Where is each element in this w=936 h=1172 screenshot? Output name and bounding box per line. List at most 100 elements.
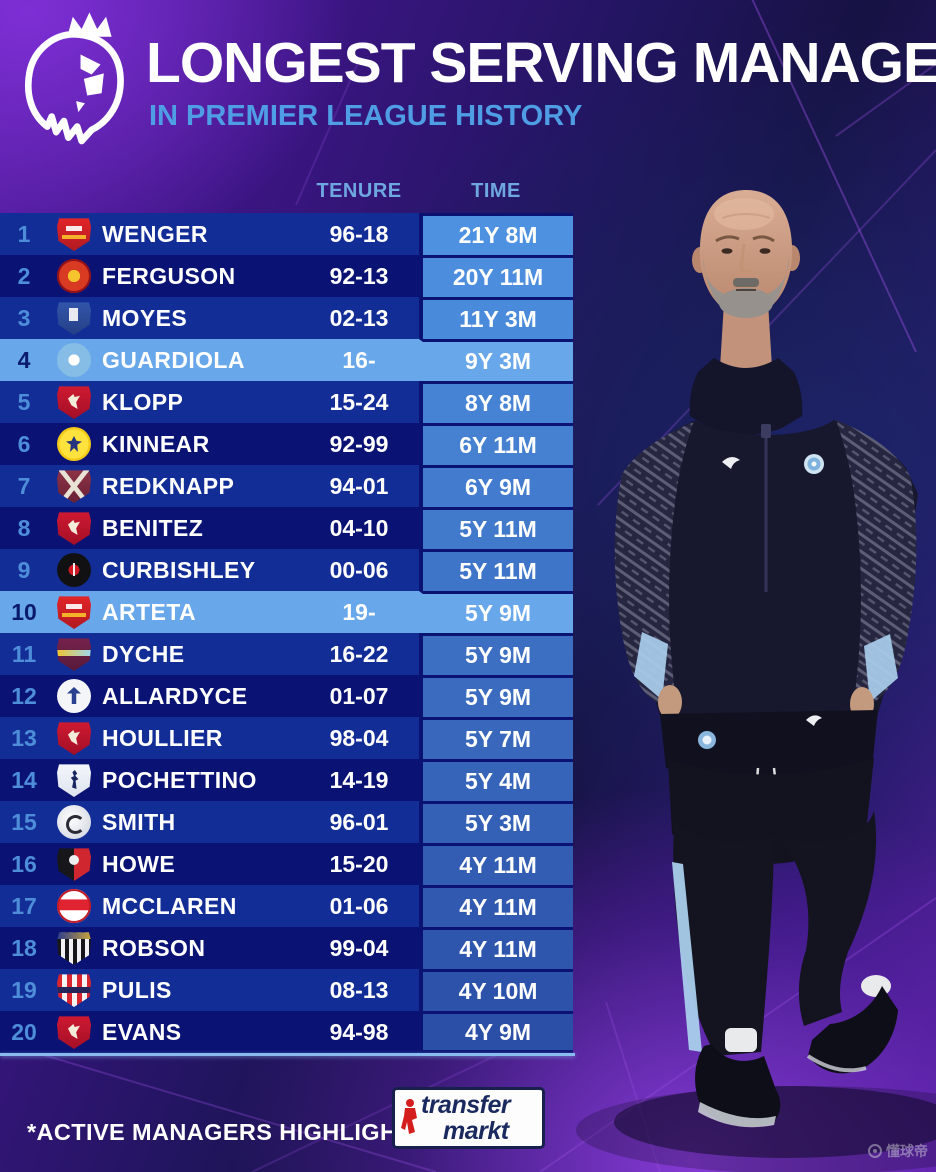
time-cell: 5Y 3M (419, 801, 573, 843)
rank-cell: 9 (17, 556, 31, 583)
rank-cell: 5 (17, 388, 31, 415)
manager-name: PULIS (102, 976, 172, 1003)
liverpool-crest-icon (48, 1015, 100, 1049)
page-subtitle: IN PREMIER LEAGUE HISTORY (149, 100, 583, 132)
time-cell: 4Y 10M (419, 969, 573, 1011)
tenure-cell: 19- (342, 598, 376, 625)
time-cell: 5Y 11M (419, 507, 573, 549)
table-row: 11 DYCHE 16-22 5Y 9M (0, 633, 573, 675)
rank-cell: 7 (17, 472, 31, 499)
rank-cell: 12 (11, 682, 37, 709)
rank-cell: 11 (11, 640, 37, 667)
bolton-crest-icon (48, 679, 100, 713)
manager-name: KLOPP (102, 388, 184, 415)
table-bottom-border (0, 1053, 575, 1056)
manager-name: REDKNAPP (102, 472, 235, 499)
rank-cell: 3 (17, 304, 31, 331)
table-row: 2 FERGUSON 92-13 20Y 11M (0, 255, 573, 297)
column-header-time: TIME (471, 180, 521, 202)
manager-name: GUARDIOLA (102, 346, 245, 373)
manager-name: DYCHE (102, 640, 185, 667)
manager-name: FERGUSON (102, 262, 236, 289)
manager-name: MCCLAREN (102, 892, 237, 919)
time-cell: 6Y 11M (419, 423, 573, 465)
rank-cell: 16 (11, 850, 37, 877)
premier-league-lion-icon (25, 12, 124, 145)
rank-cell: 15 (11, 808, 37, 835)
derby-crest-icon (48, 805, 100, 839)
column-header-tenure: TENURE (316, 180, 402, 202)
newcastle-crest-icon (48, 931, 100, 965)
manager-name: ROBSON (102, 934, 206, 961)
manager-name: POCHETTINO (102, 766, 257, 793)
manager-name: WENGER (102, 220, 208, 247)
time-cell: 4Y 11M (419, 927, 573, 969)
tenure-cell: 15-20 (329, 850, 389, 877)
tenure-cell: 01-07 (329, 682, 389, 709)
table-row: 14 POCHETTINO 14-19 5Y 4M (0, 759, 573, 801)
time-cell: 20Y 11M (419, 255, 573, 297)
tenure-cell: 94-98 (329, 1018, 389, 1045)
time-cell: 6Y 9M (419, 465, 573, 507)
bournemouth-crest-icon (48, 847, 100, 881)
table-row: 13 HOULLIER 98-04 5Y 7M (0, 717, 573, 759)
man-united-crest-icon (48, 259, 100, 293)
burnley-crest-icon (48, 637, 100, 671)
tenure-cell: 15-24 (329, 388, 389, 415)
tenure-cell: 98-04 (329, 724, 389, 751)
tenure-cell: 00-06 (329, 556, 389, 583)
man-city-crest-icon (48, 343, 100, 377)
table-row: 17 MCCLAREN 01-06 4Y 11M (0, 885, 573, 927)
wimbledon-crest-icon (48, 427, 100, 461)
west-ham-crest-icon (48, 469, 100, 503)
tenure-cell: 14-19 (329, 766, 389, 793)
transfermarkt-line1: transfer (421, 1091, 511, 1119)
tenure-cell: 92-99 (329, 430, 389, 457)
rank-cell: 10 (11, 598, 37, 625)
arsenal-crest-icon (48, 595, 100, 629)
table-row: 4 GUARDIOLA 16- 9Y 3M (0, 339, 573, 381)
everton-crest-icon (48, 301, 100, 335)
rank-cell: 2 (17, 262, 31, 289)
time-cell: 8Y 8M (419, 381, 573, 423)
table-row: 8 BENITEZ 04-10 5Y 11M (0, 507, 573, 549)
liverpool-crest-icon (48, 385, 100, 419)
tenure-cell: 04-10 (329, 514, 389, 541)
rank-cell: 17 (11, 892, 37, 919)
table-row: 7 REDKNAPP 94-01 6Y 9M (0, 465, 573, 507)
manager-name: ALLARDYCE (102, 682, 248, 709)
table-row: 16 HOWE 15-20 4Y 11M (0, 843, 573, 885)
table-rows: 1 WENGER 96-18 21Y 8M 2 FERGUSON 92-13 20Y 11M 3… (0, 213, 573, 1053)
transfermarkt-logo: transfer markt (392, 1087, 545, 1149)
manager-name: EVANS (102, 1018, 182, 1045)
time-cell: 5Y 7M (419, 717, 573, 759)
page-title: LONGEST SERVING MANAGERS (146, 31, 936, 95)
time-cell: 5Y 9M (419, 675, 573, 717)
liverpool-crest-icon (48, 721, 100, 755)
time-cell: 4Y 11M (419, 843, 573, 885)
pep-guardiola-photo (576, 190, 936, 1172)
rank-cell: 19 (11, 976, 37, 1003)
watermark-text: 懂球帝 (886, 1143, 928, 1159)
rank-cell: 14 (11, 766, 37, 793)
manager-name: KINNEAR (102, 430, 210, 457)
arsenal-crest-icon (48, 217, 100, 251)
manager-name: SMITH (102, 808, 176, 835)
tenure-cell: 92-13 (329, 262, 389, 289)
tenure-cell: 96-01 (329, 808, 389, 835)
table-row: 18 ROBSON 99-04 4Y 11M (0, 927, 573, 969)
tenure-cell: 16-22 (329, 640, 389, 667)
rank-cell: 8 (17, 514, 31, 541)
time-cell: 9Y 3M (419, 339, 573, 381)
table-row: 5 KLOPP 15-24 8Y 8M (0, 381, 573, 423)
tenure-cell: 02-13 (329, 304, 389, 331)
tenure-cell: 01-06 (329, 892, 389, 919)
tenure-cell: 08-13 (329, 976, 389, 1003)
manager-name: BENITEZ (102, 514, 204, 541)
table-row: 10 ARTETA 19- 5Y 9M (0, 591, 573, 633)
table-row: 6 KINNEAR 92-99 6Y 11M (0, 423, 573, 465)
time-cell: 11Y 3M (419, 297, 573, 339)
manager-name: HOULLIER (102, 724, 223, 751)
tenure-cell: 96-18 (329, 220, 389, 247)
